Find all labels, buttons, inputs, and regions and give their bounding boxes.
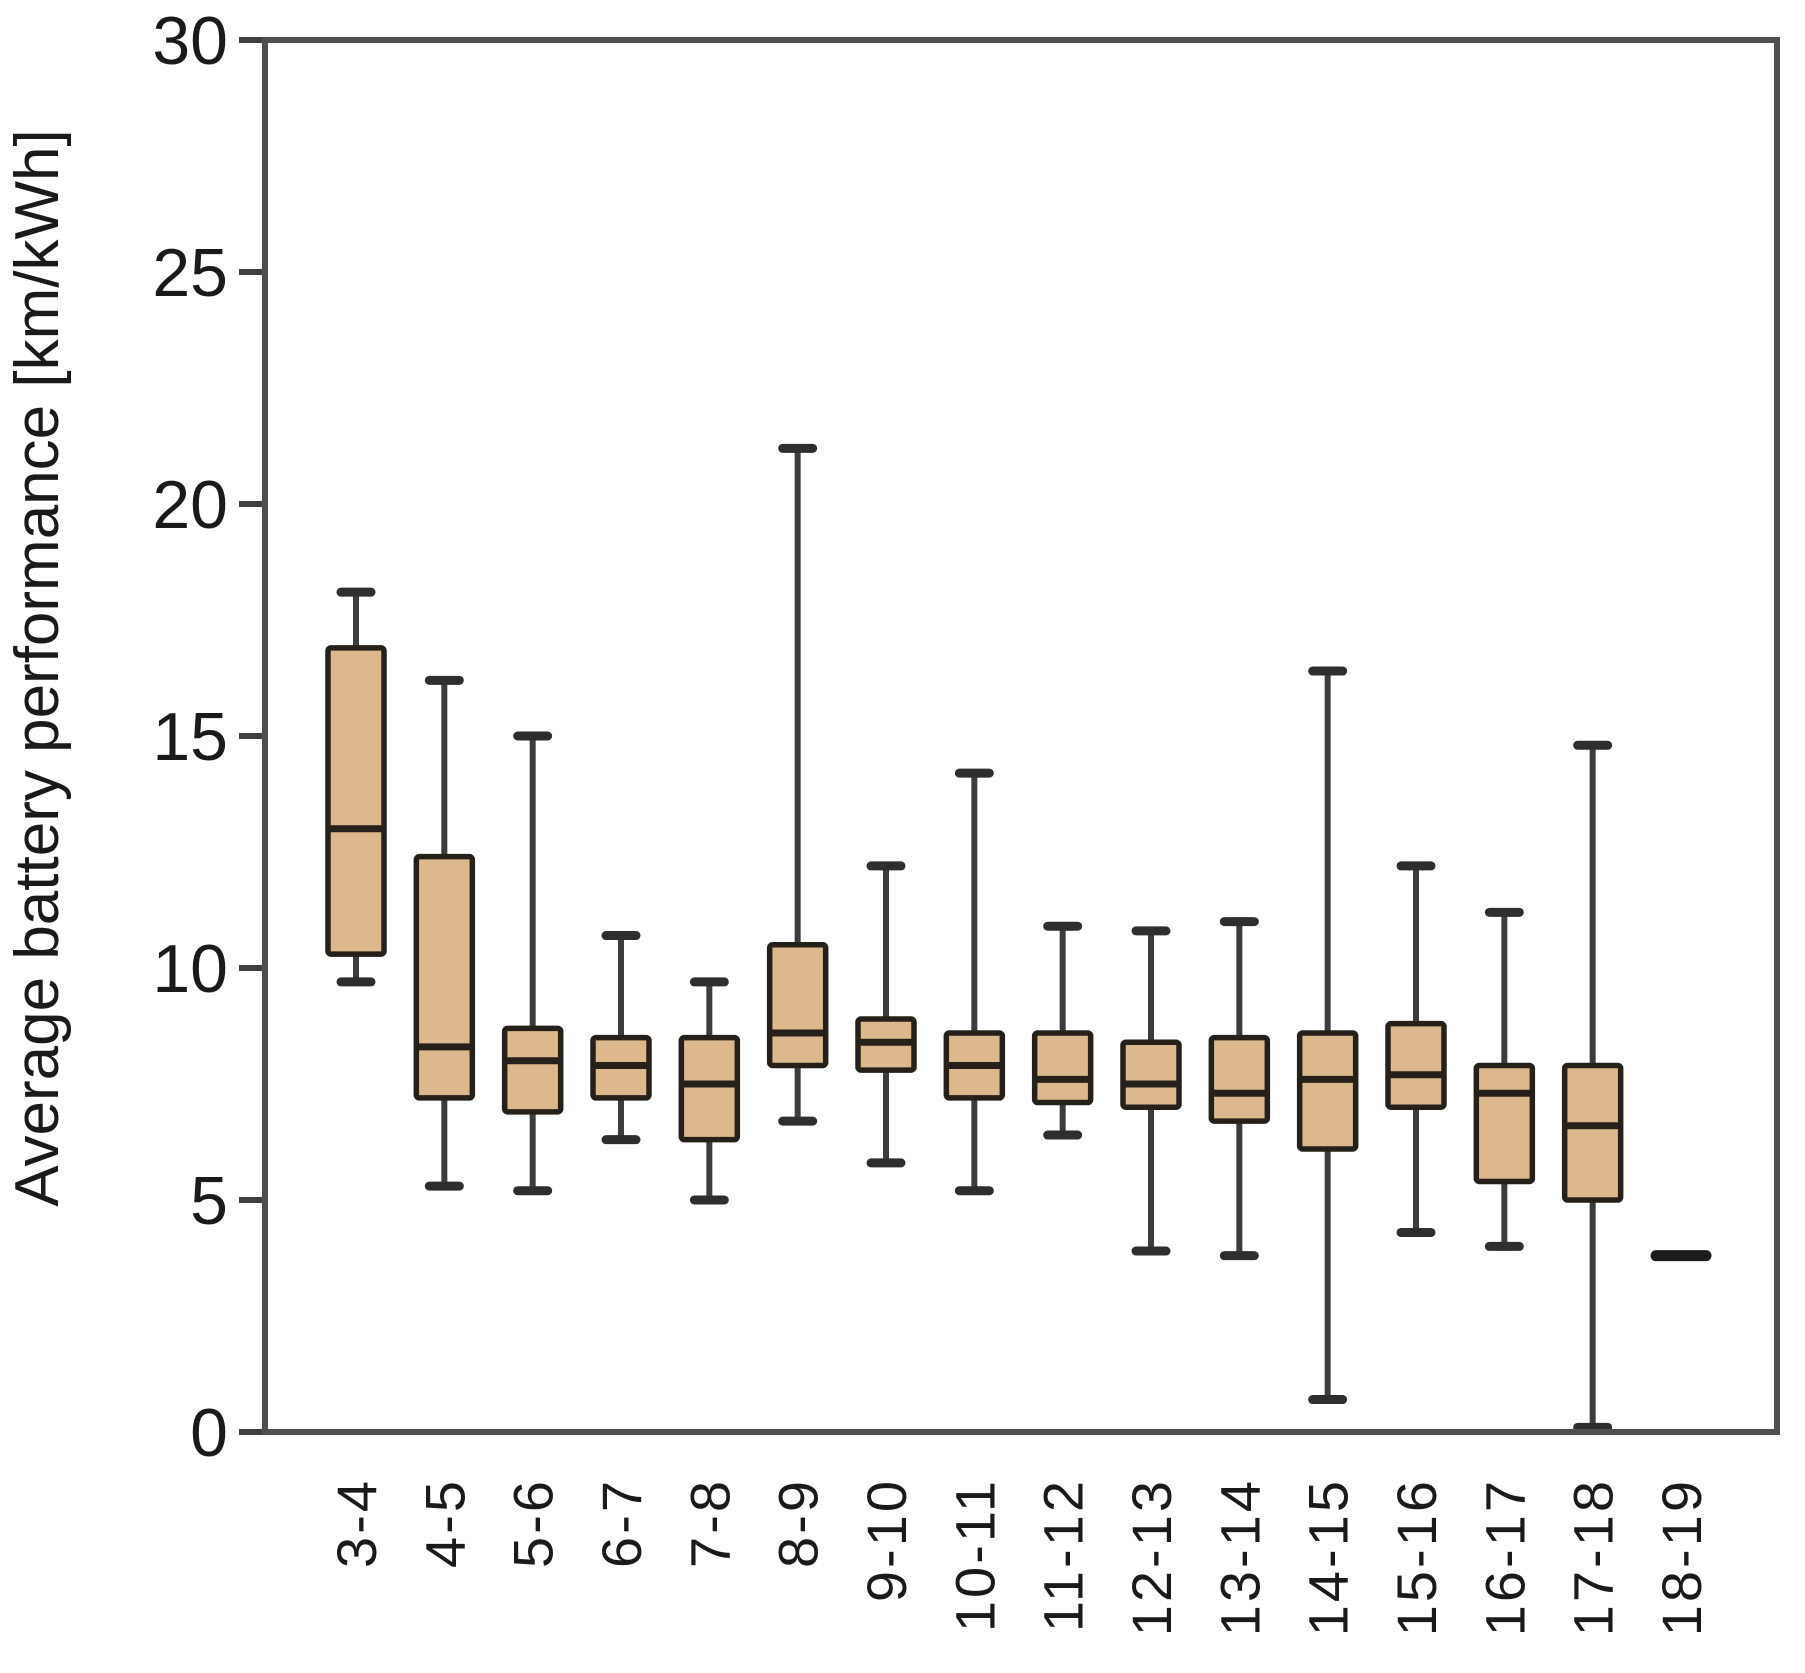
box-iqr [1296, 1030, 1359, 1152]
x-tick-label: 11-12 [1032, 1478, 1095, 1632]
box-iqr [413, 853, 476, 1101]
box-iqr [1385, 1020, 1447, 1110]
y-tick-label: 15 [152, 699, 228, 775]
y-tick-label: 25 [152, 235, 228, 311]
x-tick-label: 12-13 [1120, 1478, 1183, 1636]
y-tick-label: 5 [190, 1163, 228, 1239]
y-tick-label: 30 [152, 3, 228, 79]
box-iqr [1208, 1034, 1271, 1124]
box-iqr [501, 1025, 564, 1115]
x-tick-label: 4-5 [413, 1478, 476, 1568]
plot-content: 0 5 10 15 20 25 30 3-4 4-5 5-6 6-7 7-8 8-9 9-10 10-11 1… [152, 3, 1780, 1636]
x-tick-label: 14-15 [1297, 1478, 1360, 1636]
box-iqr [1031, 1030, 1094, 1106]
x-tick-label: 3-4 [325, 1478, 388, 1568]
x-tick-label: 15-16 [1385, 1478, 1448, 1636]
y-tick-label: 20 [152, 467, 228, 543]
box-iqr [1473, 1062, 1536, 1185]
x-tick-label: 13-14 [1208, 1478, 1271, 1636]
box-iqr [325, 645, 387, 957]
x-tick-label: 7-8 [678, 1478, 741, 1568]
x-tick-label: 8-9 [767, 1478, 830, 1568]
y-tick-label: 0 [190, 1395, 228, 1471]
x-tick-label: 9-10 [855, 1478, 918, 1602]
y-tick-label: 10 [152, 931, 228, 1007]
x-tick-label: 6-7 [590, 1478, 653, 1568]
x-tick-label: 5-6 [502, 1478, 565, 1568]
y-axis-title: Average battery performance [km/kWh] [3, 129, 72, 1206]
box-iqr [766, 942, 829, 1069]
x-tick-label: 10-11 [943, 1478, 1006, 1632]
x-tick-label: 17-18 [1562, 1478, 1625, 1636]
x-tick-label: 16-17 [1473, 1478, 1536, 1636]
box-iqr [1120, 1039, 1182, 1110]
box-iqr [1561, 1062, 1624, 1203]
plot-frame [262, 37, 1780, 1435]
x-tick-label: 18-19 [1650, 1478, 1713, 1636]
box-iqr [678, 1034, 741, 1143]
